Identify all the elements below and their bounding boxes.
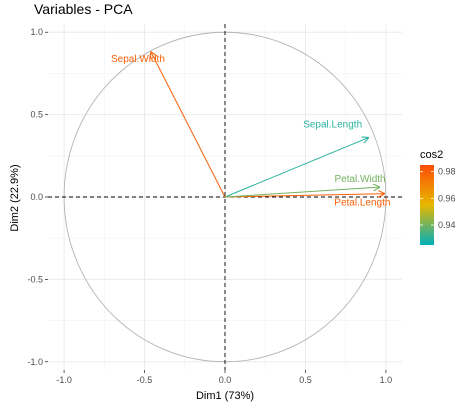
legend-color-bar (420, 165, 434, 245)
x-tick-label: 1.0 (380, 375, 393, 385)
arrow-petal-width (224, 187, 379, 198)
y-tick-label: 1.0 (30, 27, 43, 37)
y-tick-label: 0.5 (30, 110, 43, 120)
x-axis-label: Dim1 (73%) (196, 390, 254, 402)
chart-title: Variables - PCA (34, 1, 133, 17)
variable-labels: Sepal.Length Sepal.Width Petal.Length Petal… (111, 54, 390, 209)
label-petal-width: Petal.Width (334, 174, 385, 185)
legend-tick-label: 0.94 (438, 220, 456, 230)
x-tick-label: 0.0 (219, 375, 232, 385)
variable-arrows (151, 52, 384, 198)
legend-tick-label: 0.96 (438, 193, 456, 203)
x-tick-label: -0.5 (137, 375, 153, 385)
legend-ticks: 0.94 0.96 0.98 (420, 167, 456, 230)
x-tick-label: -1.0 (56, 375, 72, 385)
label-petal-length: Petal.Length (334, 198, 390, 209)
label-sepal-length: Sepal.Length (303, 120, 362, 131)
legend-title: cos2 (420, 149, 443, 161)
y-tick-label: -1.0 (27, 357, 43, 367)
x-axis-ticks: -1.0 -0.5 0.0 0.5 1.0 (56, 370, 392, 385)
x-tick-label: 0.5 (299, 375, 312, 385)
y-axis-label: Dim2 (22.9%) (9, 164, 21, 231)
arrow-sepal-width (151, 52, 226, 198)
label-sepal-width: Sepal.Width (111, 54, 165, 65)
cos2-legend: cos2 0.94 0.96 0.98 (420, 149, 456, 245)
legend-tick-label: 0.98 (438, 167, 456, 177)
y-axis-ticks: -1.0 -0.5 0.0 0.5 1.0 (27, 27, 48, 367)
y-tick-label: -0.5 (27, 274, 43, 284)
y-tick-label: 0.0 (30, 192, 43, 202)
arrow-sepal-length (224, 138, 368, 198)
arrow-petal-length (224, 194, 384, 198)
